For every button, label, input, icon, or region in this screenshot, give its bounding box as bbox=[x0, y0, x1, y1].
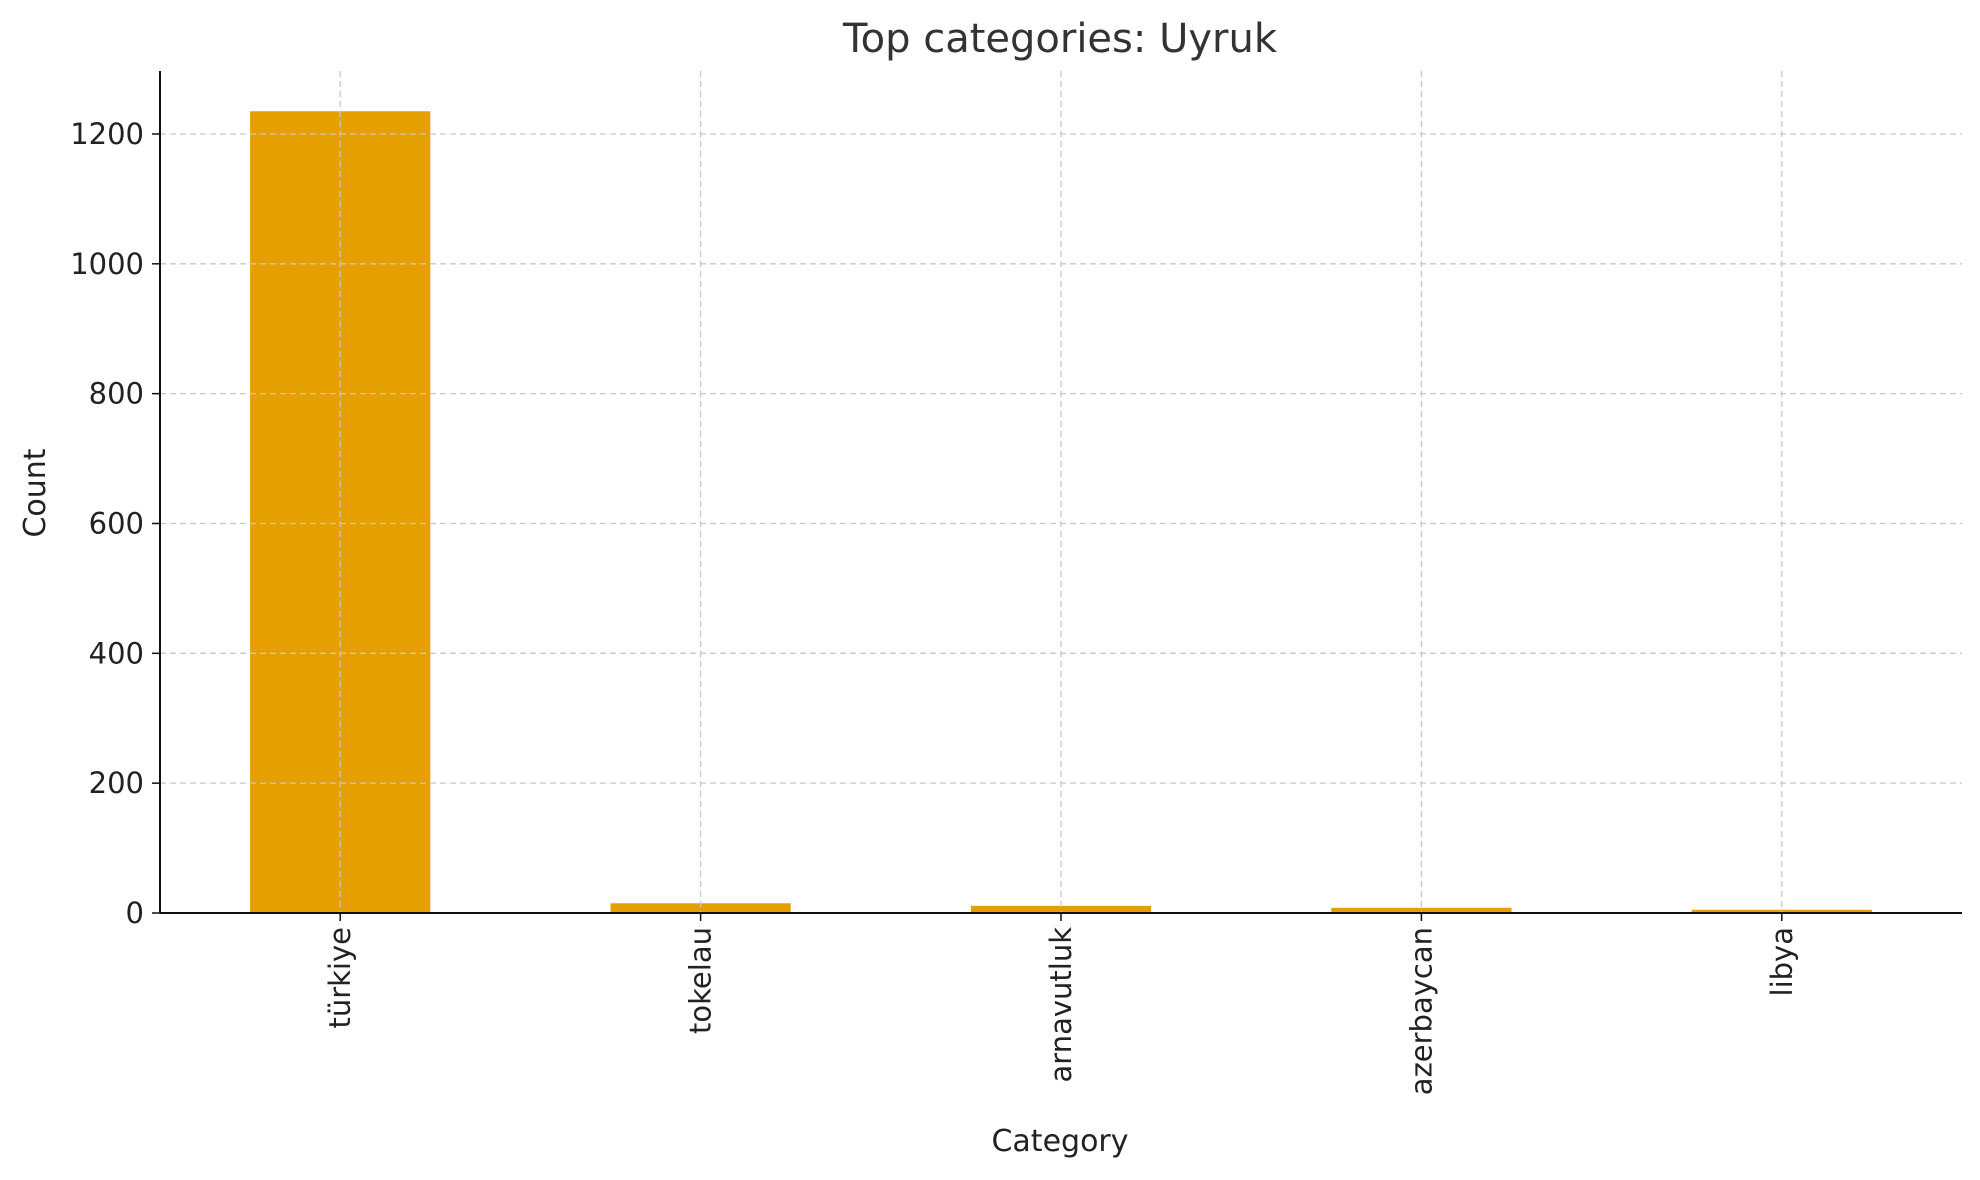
bar-arnavutluk bbox=[970, 905, 1152, 913]
y-tick-label: 1000 bbox=[70, 247, 144, 281]
y-tick-label: 0 bbox=[126, 896, 144, 930]
y-tick-label: 800 bbox=[89, 377, 144, 411]
x-tick-label: türkiye bbox=[323, 927, 357, 1029]
y-tick-label: 400 bbox=[89, 636, 144, 670]
x-axis-label: Category bbox=[991, 1124, 1128, 1159]
x-tick-label: arnavutluk bbox=[1044, 927, 1078, 1083]
x-tick-label: azerbaycan bbox=[1404, 927, 1438, 1095]
y-tick-label: 200 bbox=[89, 766, 144, 800]
chart-title: Top categories: Uyruk bbox=[842, 16, 1278, 62]
bar-azerbaycan bbox=[1331, 907, 1512, 913]
bar-tokelau bbox=[610, 903, 791, 913]
y-tick-label: 600 bbox=[89, 506, 144, 540]
x-tick-label: libya bbox=[1765, 927, 1799, 996]
x-ticks: türkiye tokelau arnavutluk azerbaycan libya bbox=[323, 913, 1799, 1095]
y-axis-label: Count bbox=[18, 448, 53, 537]
x-tick-label: tokelau bbox=[684, 927, 718, 1034]
y-ticks: 0 200 400 600 800 1000 1200 bbox=[70, 117, 160, 930]
y-tick-label: 1200 bbox=[70, 117, 144, 151]
